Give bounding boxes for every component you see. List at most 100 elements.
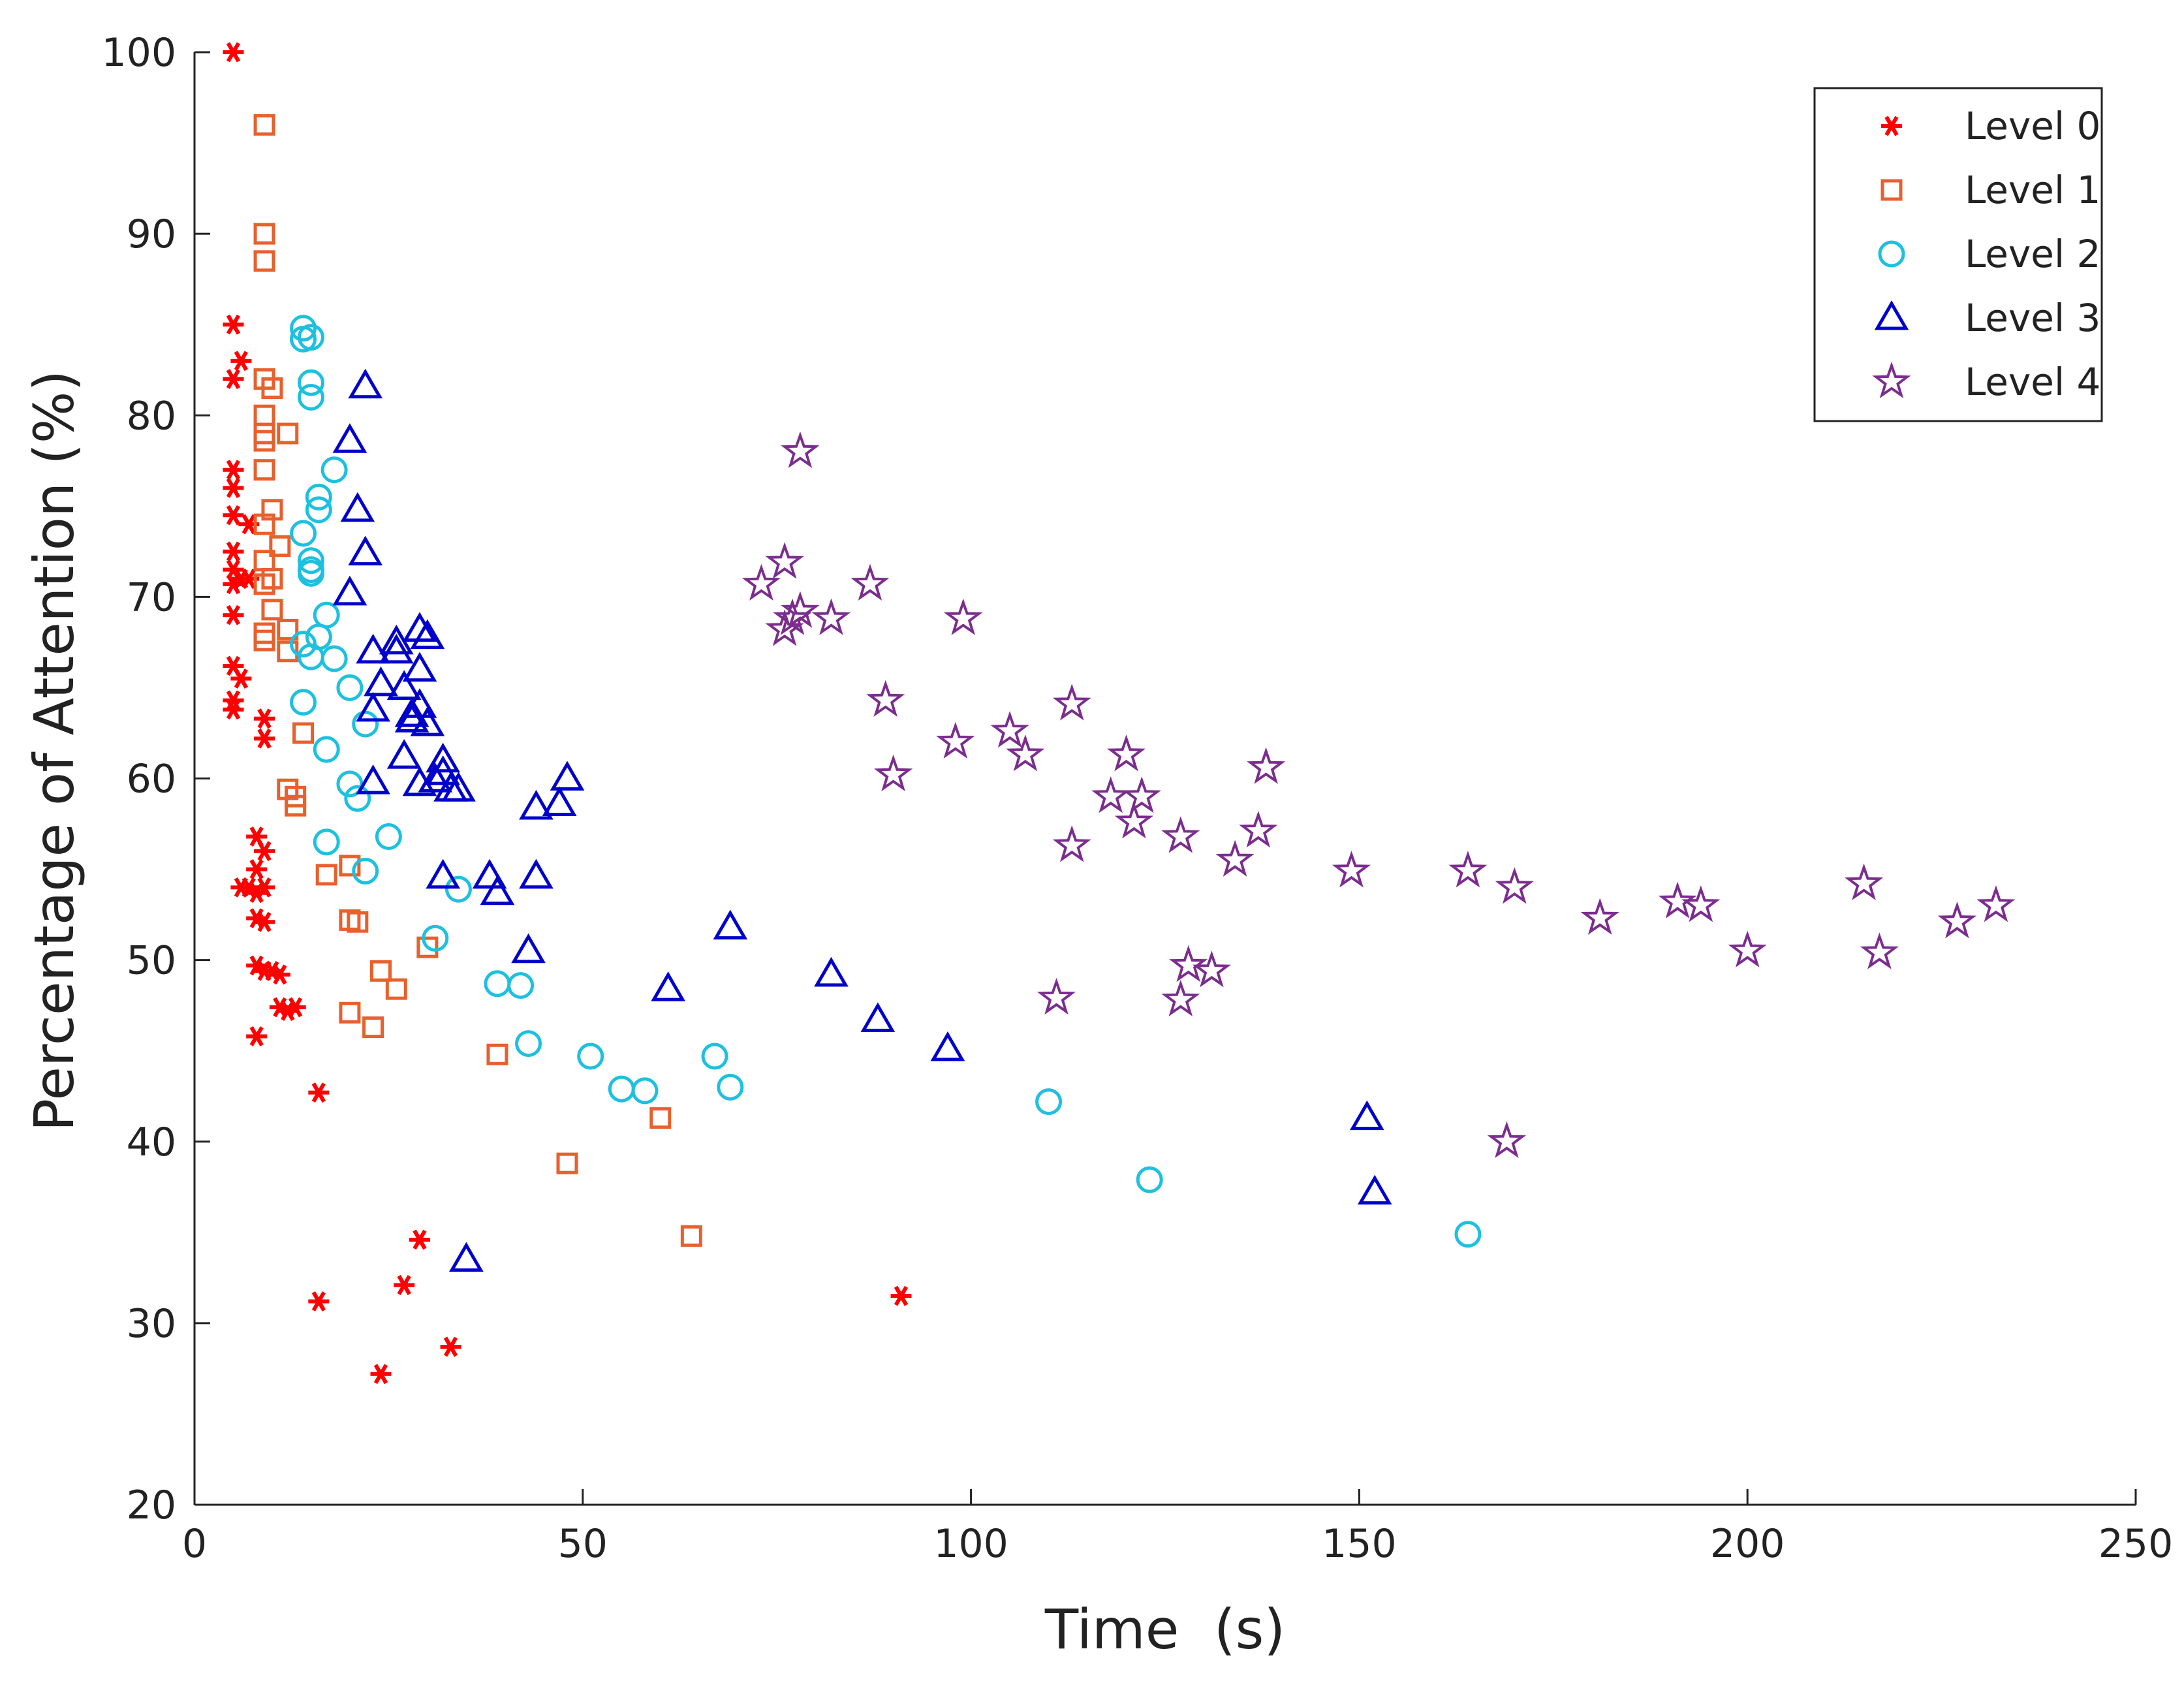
data-point-level-0 xyxy=(370,1364,392,1385)
data-point-level-4 xyxy=(1052,825,1091,862)
data-point-level-0 xyxy=(230,351,252,371)
data-point-level-4 xyxy=(1006,734,1045,772)
data-point-level-4 xyxy=(811,598,851,635)
data-point-level-1 xyxy=(347,911,369,933)
data-point-level-1 xyxy=(285,794,307,817)
data-point-level-4 xyxy=(1247,747,1286,784)
data-point-level-3 xyxy=(356,633,390,664)
data-point-level-4 xyxy=(741,563,781,601)
data-point-level-3 xyxy=(394,702,429,732)
data-point-level-2 xyxy=(297,383,324,411)
data-point-level-4 xyxy=(866,680,905,717)
data-point-level-0 xyxy=(223,478,244,498)
legend-label: Level 3 xyxy=(1965,296,2100,340)
data-point-level-0 xyxy=(440,1336,461,1357)
data-point-level-3 xyxy=(814,956,849,987)
data-point-level-2 xyxy=(305,483,332,511)
data-point-level-2 xyxy=(313,736,340,763)
data-point-level-3 xyxy=(1357,1174,1392,1205)
data-point-level-4 xyxy=(990,711,1029,748)
data-point-level-1 xyxy=(370,960,392,982)
data-point-level-4 xyxy=(1239,811,1278,848)
data-point-level-2 xyxy=(1136,1166,1163,1193)
data-point-level-2 xyxy=(313,828,340,856)
data-point-level-1 xyxy=(253,459,275,481)
y-tick-label: 20 xyxy=(127,1483,176,1528)
data-point-level-4 xyxy=(1487,1121,1527,1158)
data-point-level-3 xyxy=(472,858,507,889)
data-point-level-2 xyxy=(336,770,364,798)
data-point-level-4 xyxy=(1860,932,1899,969)
data-point-level-1 xyxy=(362,1016,384,1039)
y-tick-label: 90 xyxy=(127,212,176,257)
data-point-level-1 xyxy=(339,855,361,877)
data-point-level-3 xyxy=(550,761,585,791)
data-point-level-2 xyxy=(445,875,472,903)
data-point-level-1 xyxy=(253,223,275,245)
data-point-level-2 xyxy=(577,1043,604,1070)
series-level-2 xyxy=(290,315,1482,1248)
data-point-level-2 xyxy=(297,559,324,587)
data-point-level-0 xyxy=(246,826,268,847)
data-point-level-0 xyxy=(223,314,244,335)
data-point-level-1 xyxy=(253,430,275,452)
data-point-level-3 xyxy=(426,858,461,889)
data-point-level-3 xyxy=(402,652,437,682)
data-point-level-4 xyxy=(1192,950,1231,988)
data-point-level-4 xyxy=(1448,851,1488,888)
data-point-level-2 xyxy=(290,520,317,547)
data-point-level-0 xyxy=(261,960,283,981)
data-point-level-2 xyxy=(352,857,379,885)
data-point-level-2 xyxy=(297,324,324,351)
x-tick-label: 150 xyxy=(1322,1521,1397,1567)
data-point-level-2 xyxy=(313,601,340,629)
data-point-level-0 xyxy=(246,859,268,879)
data-point-level-2 xyxy=(608,1075,635,1103)
data-point-level-4 xyxy=(1937,902,1976,939)
y-tick-label: 60 xyxy=(127,757,176,802)
data-point-level-3 xyxy=(356,691,390,722)
data-point-level-0 xyxy=(254,911,275,932)
data-point-level-1 xyxy=(253,250,275,272)
data-point-level-1 xyxy=(253,422,275,445)
data-point-level-3 xyxy=(332,423,367,453)
data-point-level-3 xyxy=(379,624,414,655)
data-point-level-1 xyxy=(277,422,299,445)
data-point-level-0 xyxy=(254,708,275,729)
legend-item-level-4: Level 4 xyxy=(1872,360,2100,404)
data-point-level-0 xyxy=(246,908,268,929)
data-point-level-4 xyxy=(936,721,975,759)
data-point-level-4 xyxy=(1658,881,1697,919)
data-point-level-4 xyxy=(1169,945,1208,982)
data-point-level-3 xyxy=(394,697,429,727)
data-point-level-4 xyxy=(1332,851,1371,888)
legend-item-level-1: Level 1 xyxy=(1880,168,2100,212)
legend-marker xyxy=(1881,116,1902,136)
data-point-level-1 xyxy=(277,618,299,640)
data-point-level-4 xyxy=(1681,885,1721,922)
data-point-level-4 xyxy=(765,542,804,579)
data-point-level-2 xyxy=(297,369,324,396)
data-point-level-3 xyxy=(402,612,437,642)
data-point-level-3 xyxy=(386,670,422,700)
data-point-level-1 xyxy=(253,622,275,644)
data-point-level-3 xyxy=(364,666,398,697)
data-point-level-3 xyxy=(348,535,383,566)
legend: Level 0 Level 1 Level 2 Level 3 Level 4 xyxy=(1813,87,2103,422)
data-point-level-1 xyxy=(261,599,283,621)
data-point-level-0 xyxy=(308,1082,330,1103)
x-axis-title: Time (s) xyxy=(1044,1597,1285,1661)
legend-marker xyxy=(1878,240,1905,268)
data-point-level-0 xyxy=(308,1291,330,1312)
data-point-level-2 xyxy=(515,1030,542,1058)
data-point-level-2 xyxy=(507,972,535,999)
data-point-level-2 xyxy=(344,785,371,812)
data-point-level-2 xyxy=(336,674,364,701)
data-point-level-4 xyxy=(1106,734,1146,772)
data-point-level-1 xyxy=(253,404,275,426)
x-tick-label: 100 xyxy=(933,1521,1008,1567)
data-point-level-0 xyxy=(254,841,275,862)
data-point-level-2 xyxy=(290,315,317,342)
data-point-level-2 xyxy=(320,645,348,672)
data-point-level-3 xyxy=(426,742,461,773)
